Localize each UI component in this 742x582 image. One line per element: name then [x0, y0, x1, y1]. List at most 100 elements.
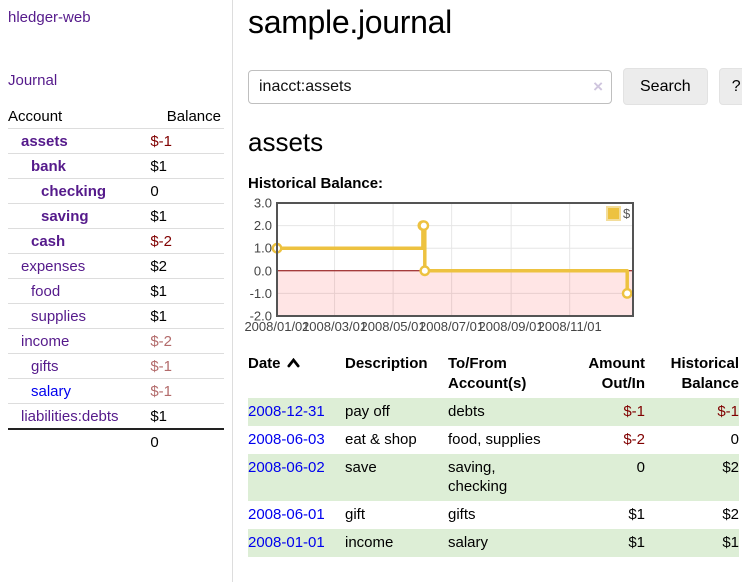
- accounts-header-balance: Balance: [150, 104, 224, 129]
- account-row: cash $-2: [8, 228, 224, 254]
- account-link[interactable]: expenses: [21, 258, 86, 275]
- account-link[interactable]: supplies: [31, 308, 87, 325]
- register-header-accounts: To/From Account(s): [448, 355, 527, 392]
- account-balance: $2: [150, 253, 224, 279]
- accounts-total-value: 0: [150, 428, 224, 454]
- accounts-total-row: 0: [8, 428, 224, 454]
- transaction-date-link[interactable]: 2008-06-03: [248, 431, 325, 448]
- transaction-date-cell: 2008-12-31: [248, 398, 345, 426]
- transaction-date-link[interactable]: 2008-06-01: [248, 506, 325, 523]
- y-tick-label: -2.0: [250, 309, 272, 324]
- search-input[interactable]: [248, 69, 612, 104]
- register-header-description: Description: [345, 355, 428, 372]
- account-row: assets $-1: [8, 128, 224, 154]
- account-balance: $1: [150, 303, 224, 329]
- account-link[interactable]: cash: [31, 233, 66, 250]
- register-header-row: Date Description To/From Account(s) Amou…: [248, 352, 739, 398]
- register-header-date-label: Date: [248, 355, 281, 372]
- account-name-cell: bank: [8, 153, 151, 179]
- account-balance: $1: [150, 203, 224, 229]
- account-link[interactable]: food: [31, 283, 61, 300]
- account-name-cell: gifts: [8, 353, 151, 379]
- transaction-date-link[interactable]: 2008-12-31: [248, 403, 325, 420]
- transaction-date-cell: 2008-01-01: [248, 529, 345, 557]
- data-point-marker: [418, 220, 430, 232]
- clear-search-icon[interactable]: ×: [593, 76, 603, 96]
- transaction-accounts: debts: [448, 403, 485, 420]
- account-name-cell: assets: [8, 128, 151, 154]
- account-row: bank $1: [8, 153, 224, 179]
- y-tick-label: 2.0: [254, 218, 272, 233]
- table-row: 2008-12-31 pay off debts $-1 $-1: [248, 398, 739, 426]
- x-tick-label: 2008/03/01: [302, 319, 367, 334]
- accounts-table: Account Balance assets $-1 bank $1 checking 0…: [8, 104, 224, 454]
- transaction-accounts: food, supplies: [448, 431, 541, 448]
- transaction-description: income: [345, 534, 394, 551]
- app-title-link[interactable]: hledger-web: [8, 9, 91, 26]
- x-tick-label: 2008/07/01: [419, 319, 484, 334]
- sidebar-nav: Journal: [8, 72, 224, 89]
- transaction-balance: $2: [722, 506, 739, 523]
- register-header-date[interactable]: Date: [248, 352, 345, 398]
- account-name-cell: supplies: [8, 303, 151, 329]
- account-name-cell: income: [8, 328, 151, 354]
- transaction-date-cell: 2008-06-01: [248, 501, 345, 529]
- transaction-date-cell: 2008-06-03: [248, 426, 345, 454]
- account-link[interactable]: saving: [41, 208, 89, 225]
- sidebar-item-journal[interactable]: Journal: [8, 72, 58, 89]
- transaction-accounts: gifts: [448, 506, 476, 523]
- historical-balance-chart: $3.0 2.0 1.0 0.0 -1.0 -2.02008/01/012008/03/0…: [244, 198, 634, 334]
- account-name-cell: cash: [8, 228, 151, 254]
- y-tick-label: 3.0: [254, 198, 272, 211]
- account-balance: $1: [150, 403, 224, 430]
- accounts-table-body: assets $-1 bank $1 checking 0 saving $1 cash $-2 e…: [8, 128, 224, 430]
- account-name-cell: expenses: [8, 253, 151, 279]
- help-button[interactable]: ?: [718, 68, 742, 105]
- account-balance: $1: [150, 278, 224, 304]
- account-row: liabilities:debts $1: [8, 403, 224, 430]
- account-link[interactable]: liabilities:debts: [21, 408, 119, 425]
- account-balance: $-2: [150, 328, 224, 354]
- transaction-description: save: [345, 459, 377, 476]
- x-tick-label: 2008/05/01: [361, 319, 426, 334]
- account-row: income $-2: [8, 328, 224, 354]
- transaction-accounts: saving, checking: [448, 459, 508, 495]
- main-content: sample.journal × Search ? assets Histori…: [244, 0, 742, 557]
- register-header-balance: Historical Balance: [670, 355, 739, 392]
- account-name-cell: saving: [8, 203, 151, 229]
- table-row: 2008-06-02 save saving, checking 0 $2: [248, 454, 739, 501]
- transaction-balance: $1: [722, 534, 739, 551]
- search-button[interactable]: Search: [623, 68, 708, 105]
- y-tick-label: -1.0: [250, 286, 272, 301]
- table-row: 2008-06-01 gift gifts $1 $2: [248, 501, 739, 529]
- account-link[interactable]: salary: [31, 383, 72, 400]
- y-tick-label: 1.0: [254, 241, 272, 256]
- transaction-description: gift: [345, 506, 366, 523]
- search-box: ×: [248, 69, 612, 104]
- account-link[interactable]: bank: [31, 158, 67, 175]
- transaction-description: pay off: [345, 403, 390, 420]
- account-row: checking 0: [8, 178, 224, 204]
- account-link[interactable]: assets: [21, 133, 68, 150]
- account-link[interactable]: checking: [41, 183, 107, 200]
- account-row: gifts $-1: [8, 353, 224, 379]
- plot-border: [276, 202, 634, 317]
- x-tick-label: 2008/09/01: [479, 319, 544, 334]
- transaction-amount: $1: [628, 534, 645, 551]
- transaction-accounts: salary: [448, 534, 489, 551]
- account-row: saving $1: [8, 203, 224, 229]
- transaction-date-link[interactable]: 2008-01-01: [248, 534, 325, 551]
- transaction-balance: 0: [730, 431, 739, 448]
- account-balance: $-1: [150, 353, 224, 379]
- account-balance: $-1: [150, 378, 224, 404]
- account-link[interactable]: gifts: [31, 358, 59, 375]
- account-link[interactable]: income: [21, 333, 70, 350]
- account-balance: $-1: [150, 128, 224, 154]
- transaction-date-link[interactable]: 2008-06-02: [248, 459, 325, 476]
- sidebar: hledger-web Journal Account Balance asse…: [0, 0, 233, 582]
- legend-label: $: [623, 206, 631, 221]
- x-tick-label: 2008/11/01: [538, 319, 602, 334]
- transaction-amount: $1: [628, 506, 645, 523]
- account-row: food $1: [8, 278, 224, 304]
